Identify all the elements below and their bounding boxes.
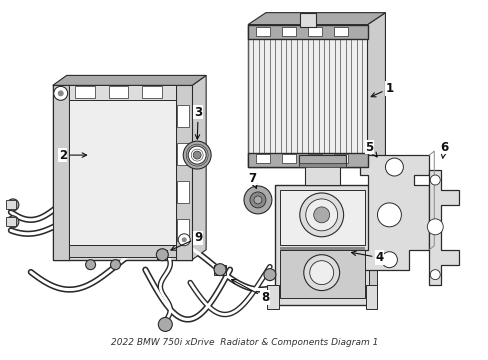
Text: 3: 3 [194,106,202,139]
Text: 2: 2 [59,149,86,162]
Text: 1: 1 [370,82,393,97]
Circle shape [54,86,67,100]
Polygon shape [359,155,428,270]
Circle shape [214,264,225,276]
Bar [299,13,315,27]
Text: 2022 BMW 750i xDrive  Radiator & Components Diagram 1: 2022 BMW 750i xDrive Radiator & Componen… [111,338,377,347]
Bar [6,217,16,226]
Circle shape [309,261,333,285]
Bar [266,285,278,310]
Circle shape [183,141,211,169]
Circle shape [249,192,265,208]
Circle shape [377,203,401,227]
Bar [333,154,347,163]
Circle shape [58,90,63,96]
Circle shape [264,269,275,280]
Circle shape [193,151,201,159]
Circle shape [188,146,206,164]
Bar [281,27,295,36]
Bar [274,185,369,305]
Bar [53,85,68,260]
Bar [68,85,176,100]
Bar [298,163,345,167]
Bar [177,219,189,241]
Circle shape [303,255,339,291]
Polygon shape [369,179,377,305]
Bar [247,24,367,167]
Bar [75,86,94,98]
Bar [255,154,269,163]
Circle shape [158,318,172,332]
Circle shape [182,237,186,242]
Circle shape [253,196,262,204]
Bar [53,85,192,260]
Circle shape [244,186,271,214]
Bar [304,163,339,185]
Bar [365,285,377,310]
Bar [298,155,345,165]
Circle shape [299,193,343,237]
Bar [68,245,176,257]
Circle shape [85,260,95,270]
Bar [333,27,347,36]
Bar [68,100,176,245]
Circle shape [110,260,120,270]
Circle shape [7,199,19,211]
Bar [177,143,189,165]
Bar [279,190,364,245]
Bar [177,181,189,203]
Text: 9: 9 [171,231,202,250]
Bar [108,86,128,98]
Circle shape [156,249,168,261]
Bar [176,85,192,260]
Bar [142,86,162,98]
Circle shape [429,175,439,185]
Polygon shape [367,13,385,167]
Bar [157,250,167,260]
Text: 8: 8 [231,279,268,304]
Circle shape [381,252,397,268]
Bar [255,27,269,36]
Circle shape [429,270,439,280]
Circle shape [313,207,329,223]
Bar [247,153,367,167]
Circle shape [427,219,442,235]
Bar [307,27,321,36]
Text: 6: 6 [439,141,447,158]
Bar [281,154,295,163]
Polygon shape [53,75,206,85]
Text: 5: 5 [365,141,376,157]
Circle shape [178,234,190,246]
Bar [279,247,364,250]
Bar [6,200,16,209]
Circle shape [305,199,337,231]
Polygon shape [192,75,206,260]
Bar [247,24,367,39]
Bar [307,154,321,163]
Circle shape [385,158,403,176]
Circle shape [7,216,19,228]
Polygon shape [428,170,458,285]
Text: 4: 4 [351,251,383,264]
Bar [177,105,189,127]
Bar [214,265,225,275]
Text: 7: 7 [247,171,256,188]
Bar [279,250,364,298]
Polygon shape [247,13,385,24]
